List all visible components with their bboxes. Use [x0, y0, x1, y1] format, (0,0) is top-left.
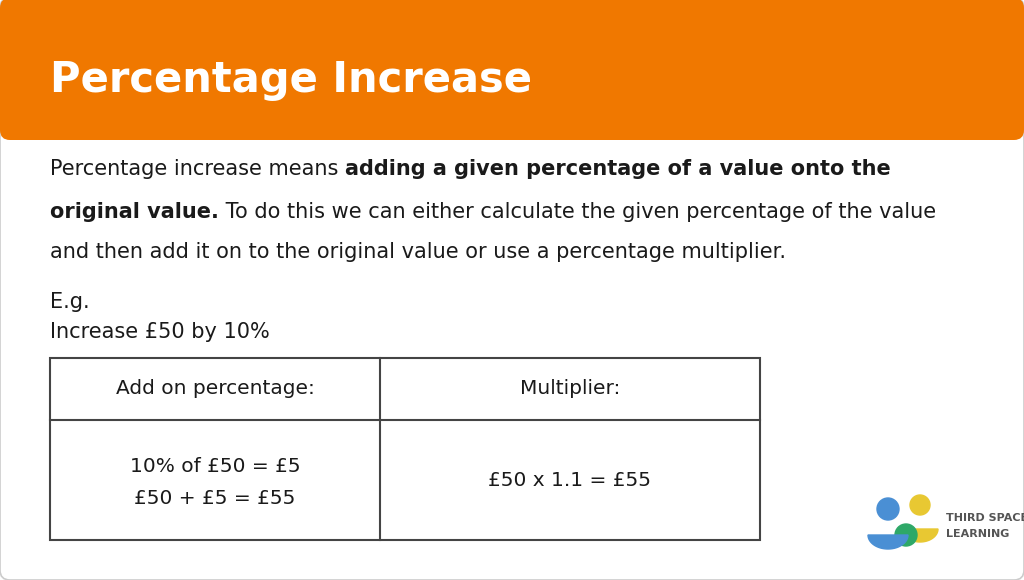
Text: 10% of £50 = £5: 10% of £50 = £5 — [130, 456, 300, 476]
Circle shape — [895, 524, 918, 546]
Circle shape — [877, 498, 899, 520]
Text: £50 x 1.1 = £55: £50 x 1.1 = £55 — [488, 470, 651, 490]
Polygon shape — [868, 535, 908, 549]
Bar — [10, 69, 1014, 130]
Text: Add on percentage:: Add on percentage: — [116, 379, 314, 398]
Circle shape — [910, 495, 930, 515]
Bar — [50, 358, 760, 540]
Text: Percentage Increase: Percentage Increase — [50, 59, 532, 101]
Text: To do this we can either calculate the given percentage of the value: To do this we can either calculate the g… — [219, 202, 936, 222]
Text: LEARNING: LEARNING — [946, 529, 1010, 539]
FancyBboxPatch shape — [0, 0, 1024, 140]
Text: Percentage increase means: Percentage increase means — [50, 159, 345, 179]
Text: Increase £50 by 10%: Increase £50 by 10% — [50, 322, 269, 342]
Polygon shape — [902, 529, 938, 542]
Text: and then add it on to the original value or use a percentage multiplier.: and then add it on to the original value… — [50, 242, 786, 262]
Text: E.g.: E.g. — [50, 292, 90, 312]
Text: THIRD SPACE: THIRD SPACE — [946, 513, 1024, 523]
Text: Multiplier:: Multiplier: — [520, 379, 621, 398]
Text: £50 + £5 = £55: £50 + £5 = £55 — [134, 488, 296, 508]
Text: original value.: original value. — [50, 202, 219, 222]
Text: adding a given percentage of a value onto the: adding a given percentage of a value ont… — [345, 159, 891, 179]
